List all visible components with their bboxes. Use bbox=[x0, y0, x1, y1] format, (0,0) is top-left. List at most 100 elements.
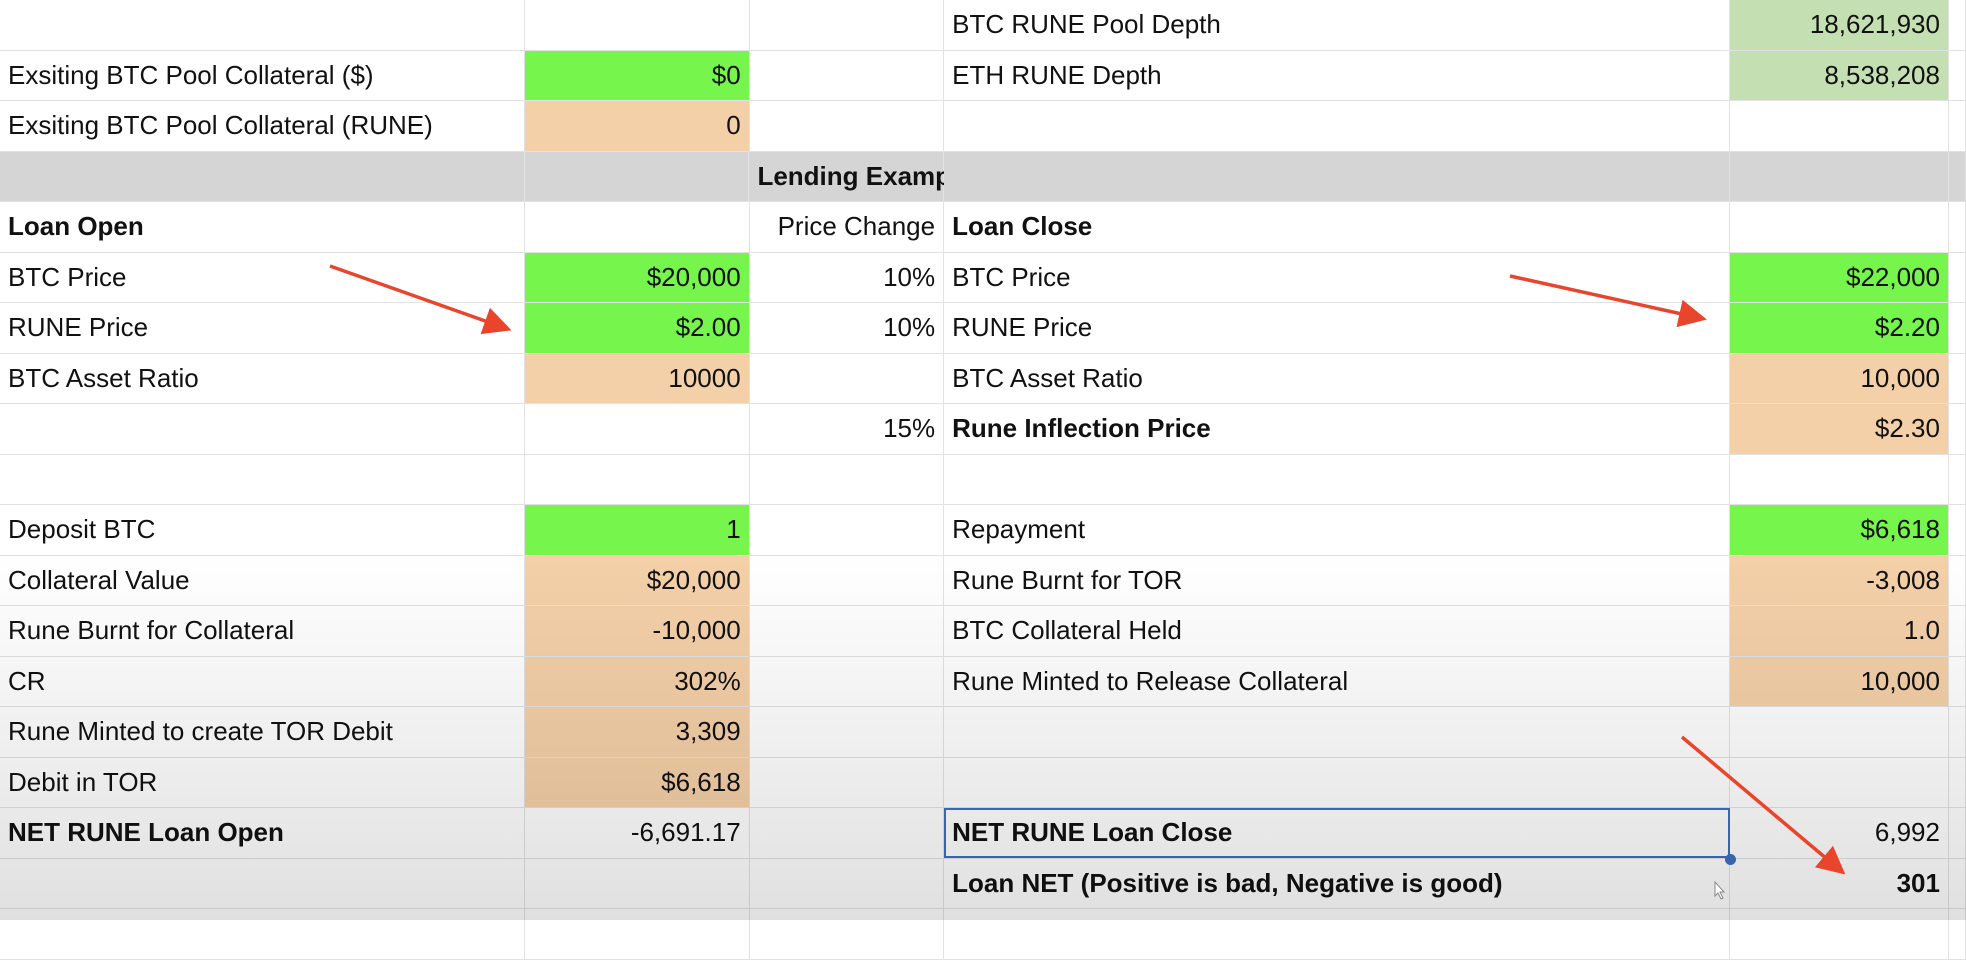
cell-col-a[interactable]: Deposit BTC bbox=[0, 505, 526, 555]
cell-col-d[interactable] bbox=[944, 757, 1730, 807]
cell-col-f[interactable] bbox=[1949, 0, 1966, 50]
cell-col-f[interactable] bbox=[1949, 858, 1966, 908]
cell-col-b[interactable]: $6,618 bbox=[525, 757, 750, 807]
cell-col-d[interactable]: BTC Asset Ratio bbox=[944, 353, 1730, 403]
cell-col-d[interactable]: Loan Close bbox=[944, 202, 1730, 252]
cell-col-b[interactable]: 0 bbox=[525, 101, 750, 151]
cell-col-d[interactable]: Repayment bbox=[944, 505, 1730, 555]
cell-col-b[interactable]: 1 bbox=[525, 505, 750, 555]
cell-col-d[interactable]: RUNE Price bbox=[944, 303, 1730, 353]
cell-col-a[interactable]: Debit in TOR bbox=[0, 757, 526, 807]
cell-col-f[interactable] bbox=[1949, 808, 1966, 858]
cell-col-d[interactable]: BTC Price bbox=[944, 252, 1730, 302]
cell-col-b[interactable] bbox=[525, 151, 750, 201]
cell-col-a[interactable] bbox=[0, 151, 526, 201]
cell-col-c[interactable]: 10% bbox=[750, 303, 945, 353]
cell-col-e[interactable] bbox=[1730, 202, 1949, 252]
cell-col-d[interactable]: ETH RUNE Depth bbox=[944, 50, 1730, 100]
cell-col-d[interactable] bbox=[944, 454, 1730, 504]
cell-col-c[interactable] bbox=[750, 707, 945, 757]
cell-col-a[interactable]: NET RUNE Loan Open bbox=[0, 808, 526, 858]
cell-col-e[interactable]: 10,000 bbox=[1729, 353, 1949, 403]
cell-col-c[interactable] bbox=[750, 757, 945, 807]
cell-col-c[interactable]: Price Change bbox=[750, 202, 945, 252]
cell-col-c[interactable]: 10% bbox=[750, 252, 945, 302]
cell-col-f[interactable] bbox=[1949, 505, 1966, 555]
cell-col-d[interactable] bbox=[944, 101, 1730, 151]
cell-col-c[interactable]: 15% bbox=[750, 404, 945, 454]
cell-col-f[interactable] bbox=[1949, 50, 1966, 100]
cell-col-a[interactable] bbox=[0, 909, 526, 959]
cell-col-a[interactable]: Rune Burnt for Collateral bbox=[0, 606, 526, 656]
cell-col-c[interactable] bbox=[750, 808, 945, 858]
cell-col-b[interactable]: $20,000 bbox=[525, 252, 750, 302]
cell-col-f[interactable] bbox=[1949, 303, 1966, 353]
cell-col-c[interactable] bbox=[750, 606, 945, 656]
cell-col-e[interactable]: 18,621,930 bbox=[1729, 0, 1949, 50]
cell-col-c[interactable] bbox=[750, 656, 945, 706]
cell-col-c[interactable] bbox=[750, 505, 945, 555]
cell-col-a[interactable]: Exsiting BTC Pool Collateral ($) bbox=[0, 50, 526, 100]
cell-col-f[interactable] bbox=[1949, 151, 1966, 201]
cell-col-c[interactable] bbox=[750, 858, 945, 908]
cell-col-b[interactable] bbox=[525, 202, 750, 252]
cell-col-f[interactable] bbox=[1949, 555, 1966, 605]
cell-col-e[interactable]: $6,618 bbox=[1729, 505, 1949, 555]
cell-col-a[interactable]: Loan Open bbox=[0, 202, 526, 252]
cell-col-a[interactable]: BTC Price bbox=[0, 252, 526, 302]
cell-col-c[interactable] bbox=[750, 454, 945, 504]
cell-col-f[interactable] bbox=[1949, 404, 1966, 454]
cell-col-d[interactable] bbox=[944, 707, 1730, 757]
cell-col-e[interactable]: $22,000 bbox=[1729, 252, 1949, 302]
cell-col-b[interactable]: $20,000 bbox=[525, 555, 750, 605]
cell-col-e[interactable]: 301 bbox=[1730, 858, 1949, 908]
cell-col-f[interactable] bbox=[1949, 707, 1966, 757]
cell-col-b[interactable] bbox=[525, 404, 750, 454]
cell-col-d[interactable]: Loan NET (Positive is bad, Negative is g… bbox=[944, 858, 1730, 908]
cell-col-e[interactable]: 6,992 bbox=[1730, 808, 1949, 858]
cell-col-b[interactable]: 302% bbox=[525, 656, 750, 706]
cell-col-d[interactable]: Rune Inflection Price bbox=[944, 404, 1730, 454]
cell-col-d[interactable]: Rune Minted to Release Collateral bbox=[944, 656, 1730, 706]
cell-col-a[interactable]: RUNE Price bbox=[0, 303, 526, 353]
cell-col-f[interactable] bbox=[1949, 757, 1966, 807]
cell-col-b[interactable] bbox=[525, 0, 750, 50]
cell-col-d[interactable]: BTC RUNE Pool Depth bbox=[944, 0, 1730, 50]
cell-col-a[interactable]: Rune Minted to create TOR Debit bbox=[0, 707, 526, 757]
cell-col-e[interactable] bbox=[1730, 454, 1949, 504]
cell-col-b[interactable]: 10000 bbox=[525, 353, 750, 403]
cell-col-a[interactable]: Collateral Value bbox=[0, 555, 526, 605]
cell-col-a[interactable] bbox=[0, 454, 526, 504]
cell-col-b[interactable]: $2.00 bbox=[525, 303, 750, 353]
cell-col-a[interactable] bbox=[0, 858, 526, 908]
cell-col-c[interactable] bbox=[750, 353, 945, 403]
cell-col-c[interactable]: Lending Example bbox=[749, 151, 973, 201]
cell-col-d[interactable]: Rune Burnt for TOR bbox=[944, 555, 1730, 605]
cell-col-c[interactable] bbox=[750, 50, 945, 100]
cell-col-e[interactable]: $2.20 bbox=[1729, 303, 1949, 353]
cell-col-a[interactable]: BTC Asset Ratio bbox=[0, 353, 526, 403]
cell-col-b[interactable] bbox=[525, 858, 750, 908]
cell-col-e[interactable] bbox=[1730, 757, 1949, 807]
cell-col-e[interactable]: -3,008 bbox=[1729, 555, 1949, 605]
cell-col-f[interactable] bbox=[1949, 353, 1966, 403]
cell-col-d[interactable]: BTC Collateral Held bbox=[944, 606, 1730, 656]
cell-col-b[interactable] bbox=[525, 454, 750, 504]
cell-col-d[interactable]: NET RUNE Loan Close bbox=[944, 808, 1736, 864]
cell-col-b[interactable]: 3,309 bbox=[525, 707, 750, 757]
cell-col-d[interactable] bbox=[944, 151, 1730, 201]
cell-col-f[interactable] bbox=[1949, 101, 1966, 151]
cell-col-a[interactable] bbox=[0, 0, 526, 50]
cell-col-a[interactable]: Exsiting BTC Pool Collateral (RUNE) bbox=[0, 101, 526, 151]
cell-col-d[interactable] bbox=[944, 909, 1730, 959]
cell-col-e[interactable]: 8,538,208 bbox=[1729, 50, 1949, 100]
cell-col-f[interactable] bbox=[1949, 252, 1966, 302]
cell-col-a[interactable] bbox=[0, 404, 526, 454]
cell-col-e[interactable] bbox=[1729, 151, 1949, 201]
cell-col-c[interactable] bbox=[750, 0, 945, 50]
cell-col-e[interactable]: 10,000 bbox=[1729, 656, 1949, 706]
cell-col-f[interactable] bbox=[1949, 909, 1966, 959]
cell-col-f[interactable] bbox=[1949, 606, 1966, 656]
cell-col-f[interactable] bbox=[1949, 202, 1966, 252]
cell-col-e[interactable]: 1.0 bbox=[1729, 606, 1949, 656]
